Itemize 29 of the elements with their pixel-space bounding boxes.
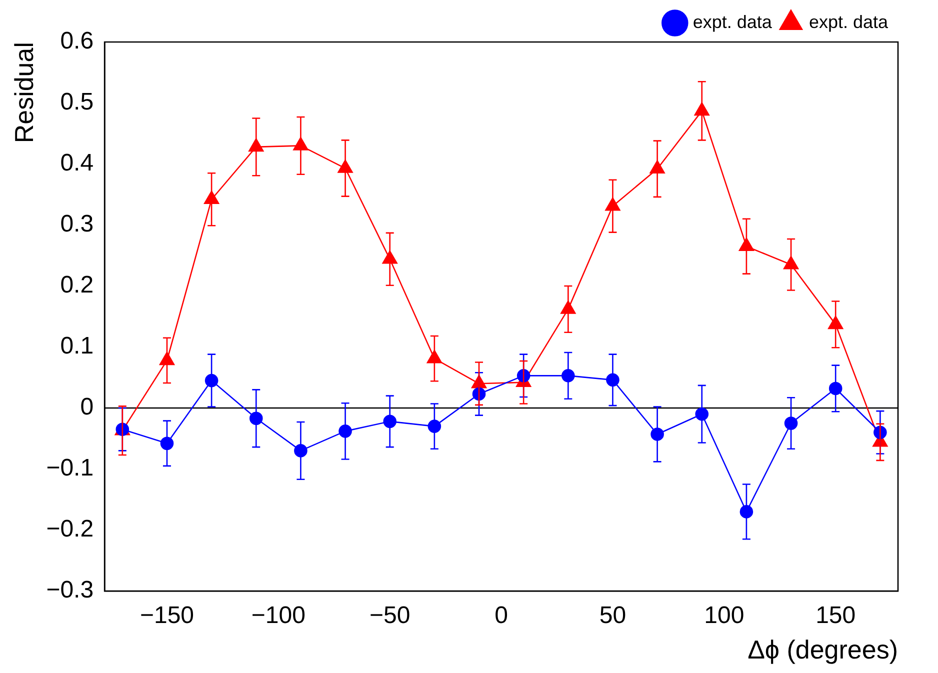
legend-label: expt. data: [692, 12, 773, 32]
y-tick-label: 0.1: [60, 332, 94, 360]
legend-label: expt. data: [808, 12, 889, 32]
x-tick-label: 50: [599, 602, 626, 630]
point: [784, 416, 798, 430]
y-tick-label: 0.5: [60, 88, 94, 116]
y-tick-label: −0.3: [46, 576, 94, 604]
y-tick-label: 0.3: [60, 210, 94, 238]
point: [740, 505, 754, 518]
x-tick-label: −50: [369, 602, 410, 630]
x-tick-label: 150: [816, 602, 856, 630]
y-tick-label: −0.2: [46, 516, 94, 543]
point: [204, 374, 218, 388]
point: [783, 256, 799, 270]
x-tick-label: −150: [140, 602, 194, 630]
y-tick-label: 0.2: [60, 272, 94, 299]
point: [828, 382, 842, 396]
y-axis-title: Residual: [8, 42, 39, 144]
x-tick-label: 100: [704, 602, 744, 630]
y-tick-label: 0: [80, 394, 94, 421]
x-tick-label: 0: [494, 602, 508, 630]
point: [160, 436, 174, 450]
y-tick-label: −0.1: [46, 454, 94, 482]
x-axis-title: Δϕ (degrees): [748, 634, 898, 665]
y-tick-label: 0.6: [60, 28, 94, 55]
point: [428, 420, 442, 433]
y-tick-label: 0.4: [60, 150, 94, 177]
point: [738, 238, 754, 251]
x-tick-label: −100: [251, 602, 306, 630]
